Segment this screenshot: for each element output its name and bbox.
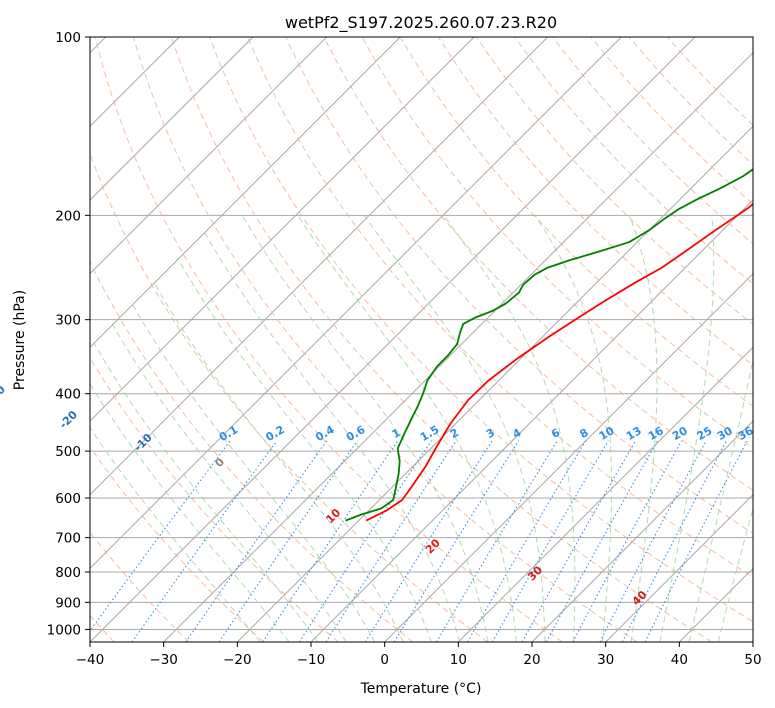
mixing-ratio-line <box>298 440 432 642</box>
y-axis-title: Pressure (hPa) <box>12 290 28 390</box>
moist-adiabat-line <box>130 301 376 642</box>
dry-adiabat-line <box>514 37 753 285</box>
moist-adiabat-line <box>534 215 612 642</box>
plot-frame <box>89 36 754 643</box>
y-tick-label: 100 <box>55 30 81 46</box>
mixing-ratio-line <box>521 440 637 642</box>
mixing-ratio-line <box>185 440 328 642</box>
mixing-ratio-line <box>325 440 457 642</box>
mixing-ratio-line <box>545 440 659 642</box>
moist-adiabat-line <box>90 426 261 642</box>
isotherm-line <box>457 346 753 642</box>
y-tick-label: 600 <box>55 491 81 507</box>
isotherm-line <box>90 37 622 570</box>
temperature-profile-line <box>365 202 753 522</box>
moist-adiabat-line <box>153 282 404 642</box>
dry-adiabat-line <box>476 37 753 325</box>
mixing-ratio-line <box>467 440 587 642</box>
dry-adiabat-label: -30 <box>0 383 8 406</box>
dry-adiabat-line <box>90 446 264 642</box>
mixing-ratio-line <box>218 440 358 642</box>
plot-background <box>90 37 753 642</box>
mixing-ratio-line <box>262 440 399 642</box>
x-tick-label: −20 <box>223 652 252 668</box>
mixing-ratio-line <box>644 440 748 642</box>
chart-title: wetPf2_S197.2025.260.07.23.R20 <box>285 13 557 33</box>
moist-adiabat-line <box>297 215 517 642</box>
moist-adiabat-line <box>628 215 658 642</box>
x-tick-label: −10 <box>297 652 326 668</box>
x-tick-label: −30 <box>149 652 178 668</box>
x-tick-label: 50 <box>744 652 761 668</box>
isotherm-line <box>90 37 696 642</box>
mixing-ratio-line <box>90 440 231 632</box>
isotherm-line <box>384 272 753 642</box>
y-tick-label: 900 <box>55 595 81 611</box>
isotherm-line <box>90 37 475 422</box>
y-tick-label: 1000 <box>47 622 81 638</box>
profile-lines <box>345 168 753 522</box>
dry-adiabat-line <box>247 37 753 578</box>
x-tick-label: 0 <box>380 652 389 668</box>
mixing-ratio-line <box>131 440 278 642</box>
y-tick-label: 400 <box>55 387 81 403</box>
isotherm-line <box>90 37 254 201</box>
dry-adiabat-line <box>361 37 753 449</box>
moist-adiabat-line <box>111 322 347 642</box>
mixing-ratio-line <box>364 440 493 642</box>
mixing-ratio-line <box>572 440 683 642</box>
isotherm-line <box>531 420 753 642</box>
y-tick-label: 800 <box>55 565 81 581</box>
dry-adiabat-label: -20 <box>57 408 80 431</box>
isotherm-line <box>236 125 753 642</box>
y-tick-label: 300 <box>55 313 81 329</box>
moist-adiabat-line <box>241 215 489 642</box>
x-tick-label: −40 <box>76 652 105 668</box>
y-tick-label: 700 <box>55 531 81 547</box>
x-axis-title: Temperature (°C) <box>360 681 482 697</box>
moist-adiabat-line <box>90 382 290 642</box>
x-tick-label: 20 <box>523 652 540 668</box>
axes: −40 −30 −20 −10 0 10 20 30 40 50 100 200 300 400 500 60… <box>47 30 762 668</box>
mixing-ratio-line <box>393 440 520 642</box>
dry-adiabat-line <box>323 37 753 491</box>
dry-adiabat-line <box>399 37 753 407</box>
isotherm-line <box>605 493 753 642</box>
x-tick-label: 30 <box>597 652 614 668</box>
moist-adiabat-line <box>659 215 715 642</box>
dry-adiabat-line <box>90 260 414 642</box>
dry-adiabat-line <box>209 37 753 623</box>
x-tick-label: 10 <box>450 652 467 668</box>
moist-adiabat-line <box>93 342 319 642</box>
isotherm-line <box>90 37 328 275</box>
y-tick-label: 200 <box>55 208 81 224</box>
dry-adiabat-line <box>132 37 638 642</box>
isotherm-line <box>752 641 753 642</box>
moist-adiabat-line <box>203 230 461 642</box>
isotherm-line <box>90 37 549 496</box>
x-tick-label: 40 <box>671 652 688 668</box>
y-tick-label: 500 <box>55 444 81 460</box>
mixing-ratio-line <box>435 440 558 642</box>
dewpoint-profile-line <box>345 168 753 522</box>
dry-adiabat-line <box>628 37 753 166</box>
background-lines <box>90 37 753 642</box>
moist-adiabat-line <box>363 215 546 642</box>
moist-adiabat-line <box>177 257 432 642</box>
moist-adiabat-line <box>443 215 576 642</box>
isotherm-line <box>90 37 401 349</box>
isotherm-line <box>163 51 753 642</box>
dry-adiabat-line <box>94 37 563 642</box>
